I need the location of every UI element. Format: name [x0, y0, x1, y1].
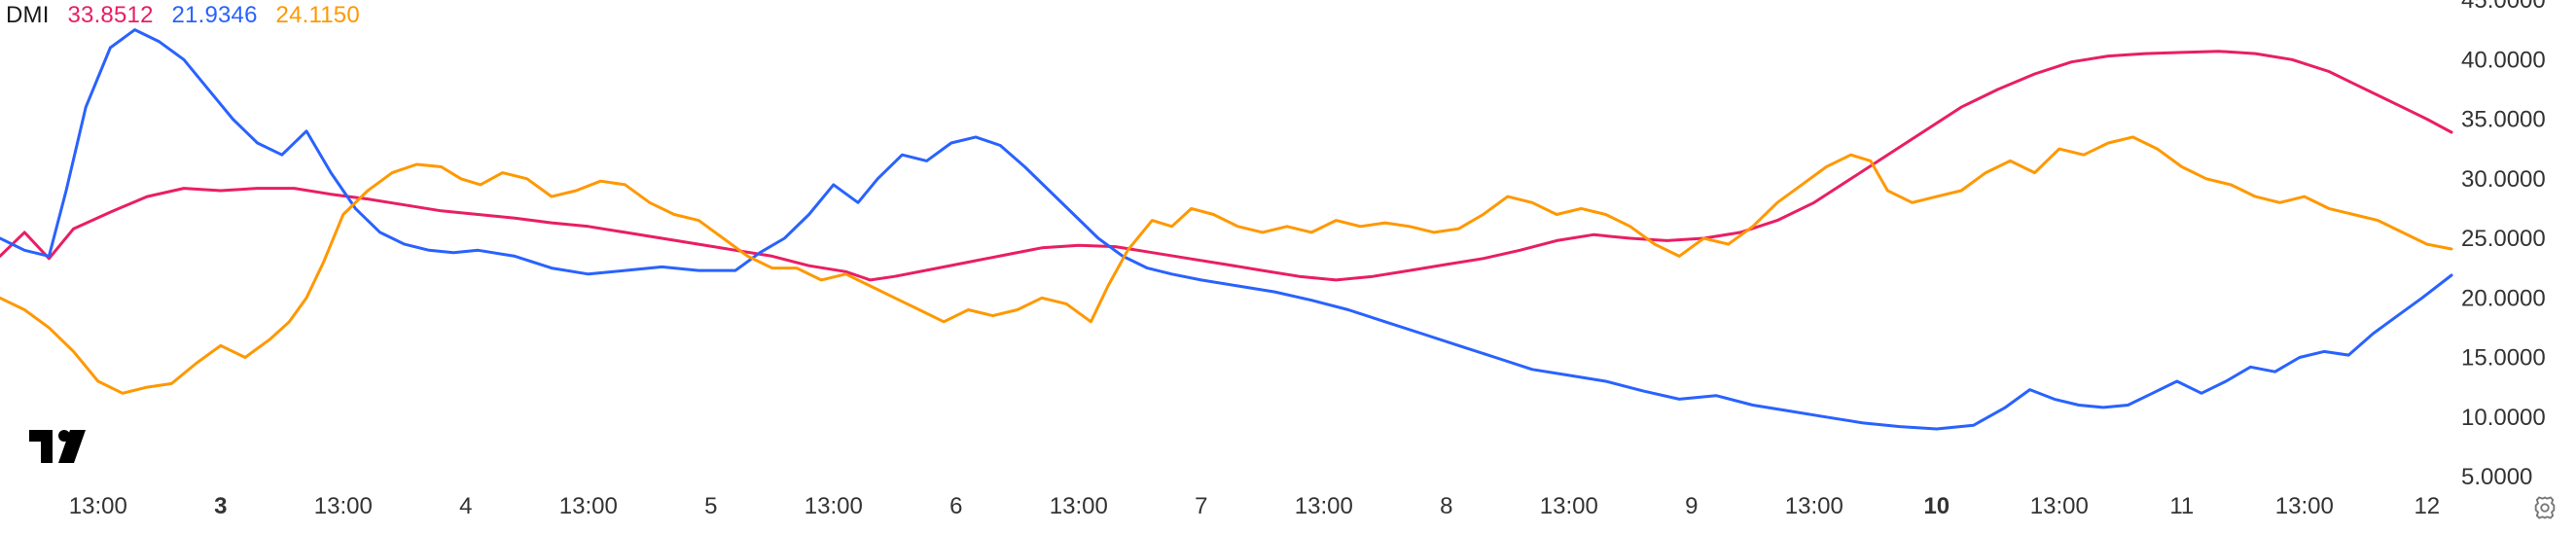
dmi-chart-panel: 5.0000 10.0000 15.0000 20.0000 25.0000 30.000… — [0, 0, 2576, 533]
x-tick-label: 7 — [1195, 493, 1207, 519]
x-tick-label: 4 — [459, 493, 472, 519]
y-tick-label: 25.0000 — [2461, 226, 2546, 252]
x-tick-label: 5 — [704, 493, 717, 519]
x-tick-label: 13:00 — [1540, 493, 1598, 519]
x-tick-label: 9 — [1685, 493, 1698, 519]
x-tick-label: 13:00 — [314, 493, 373, 519]
x-tick-label: 13:00 — [805, 493, 863, 519]
x-tick-label: 10 — [1923, 493, 1950, 519]
legend-value-0: 33.8512 — [67, 2, 153, 28]
tradingview-logo — [29, 430, 91, 463]
chart-legend: DMI 33.8512 21.9346 24.1150 — [6, 2, 372, 29]
x-tick-label: 13:00 — [559, 493, 618, 519]
y-tick-label: 5.0000 — [2461, 464, 2532, 490]
x-tick-label: 13:00 — [1785, 493, 1843, 519]
x-tick-label: 3 — [214, 493, 227, 519]
legend-value-2: 24.1150 — [276, 2, 360, 28]
y-tick-label: 10.0000 — [2461, 405, 2546, 431]
x-tick-label: 13:00 — [1295, 493, 1353, 519]
x-tick-label: 8 — [1440, 493, 1452, 519]
y-tick-label: 20.0000 — [2461, 285, 2546, 311]
y-tick-label: 40.0000 — [2461, 47, 2546, 73]
x-tick-label: 13:00 — [1050, 493, 1108, 519]
x-tick-label: 12 — [2414, 493, 2440, 519]
chart-svg[interactable]: 5.0000 10.0000 15.0000 20.0000 25.0000 30.000… — [0, 0, 2576, 533]
x-tick-label: 11 — [2169, 493, 2194, 519]
x-tick-label: 13:00 — [69, 493, 127, 519]
legend-title: DMI — [6, 2, 50, 28]
legend-value-1: 21.9346 — [172, 2, 258, 28]
settings-icon[interactable] — [2531, 494, 2558, 521]
y-tick-label: 45.0000 — [2461, 0, 2546, 14]
x-tick-label: 13:00 — [2275, 493, 2334, 519]
y-tick-label: 30.0000 — [2461, 166, 2546, 193]
x-tick-label: 6 — [949, 493, 962, 519]
y-tick-label: 15.0000 — [2461, 345, 2546, 372]
y-tick-label: 35.0000 — [2461, 107, 2546, 133]
x-tick-label: 13:00 — [2030, 493, 2089, 519]
